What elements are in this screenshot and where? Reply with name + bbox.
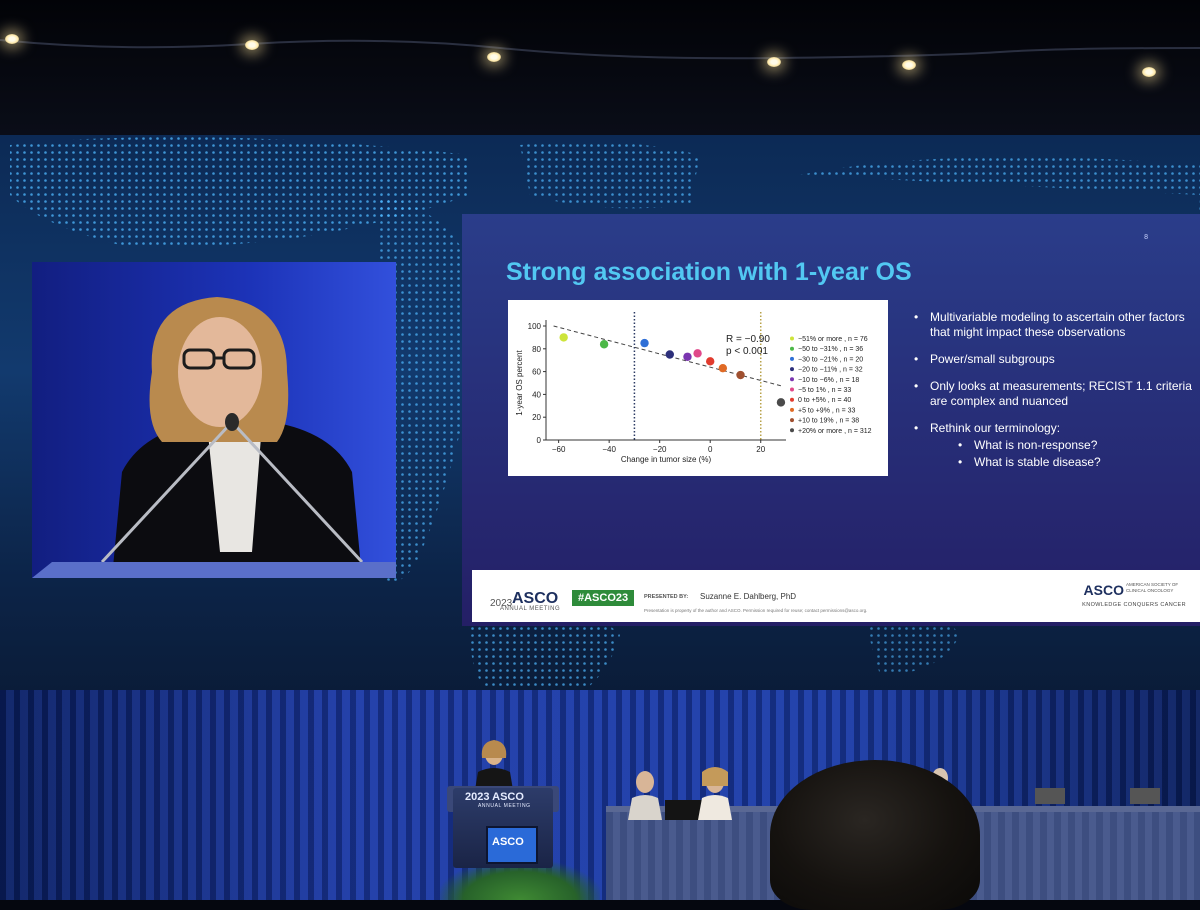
- data-point: [599, 340, 609, 349]
- legend-label: +10 to 19% , n = 38: [798, 418, 859, 425]
- y-tick-label: 20: [532, 413, 541, 422]
- legend-label: −5 to 1% , n = 33: [798, 387, 851, 394]
- x-tick-label: 20: [756, 445, 765, 454]
- bullet-text: Power/small subgroups: [930, 352, 1055, 366]
- data-point: [736, 370, 745, 380]
- trend-line: [553, 325, 784, 387]
- data-point: [640, 338, 649, 348]
- footer-year: 2023: [490, 598, 513, 609]
- ceiling-light: [1142, 67, 1156, 77]
- footer-tagline: KNOWLEDGE CONQUERS CANCER: [1082, 602, 1186, 608]
- footer-presenter: Suzanne E. Dahlberg, PhD: [700, 592, 797, 601]
- ceiling-light: [5, 34, 19, 44]
- bullet-list: Multivariable modeling to ascertain othe…: [914, 310, 1200, 482]
- podium-meeting: ANNUAL MEETING: [478, 803, 531, 809]
- legend-marker: [790, 397, 794, 402]
- y-tick-label: 60: [532, 368, 541, 377]
- bullet-item: Only looks at measurements; RECIST 1.1 c…: [914, 379, 1200, 409]
- presentation-slide: 8 Strong association with 1-year OS 0 20 4…: [462, 214, 1200, 626]
- ceiling-light: [902, 60, 916, 70]
- bullet-item: Power/small subgroups: [914, 352, 1200, 367]
- footer-society-name: AMERICAN SOCIETY OF CLINICAL ONCOLOGY: [1126, 582, 1179, 593]
- x-tick-label: −60: [552, 445, 566, 454]
- x-tick-label: 0: [708, 445, 713, 454]
- scatter-plot: 0 20 40 60 80 100 −60 −40 −20 0 20 Change in tumor …: [515, 312, 872, 464]
- podium-screen: [486, 826, 538, 864]
- ceiling-light: [487, 52, 501, 62]
- legend-marker: [790, 367, 794, 372]
- footer-society-logo: ASCO: [1083, 582, 1124, 598]
- bullet-text: Only looks at measurements; RECIST 1.1 c…: [930, 379, 1192, 408]
- scatter-chart: 0 20 40 60 80 100 −60 −40 −20 0 20 Change in tumor …: [508, 300, 888, 476]
- legend-label: +5 to +9% , n = 33: [798, 407, 856, 414]
- ceiling: [0, 0, 1200, 135]
- y-tick-label: 80: [532, 345, 541, 354]
- p-value-label: p < 0.001: [726, 346, 768, 357]
- audience-member-head: [770, 760, 980, 910]
- ceiling-light: [767, 57, 781, 67]
- data-point: [706, 357, 715, 366]
- speaker-figure: [32, 262, 396, 578]
- legend-marker: [790, 336, 794, 341]
- legend-label: −51% or more , n = 76: [798, 336, 868, 343]
- projection-screen: 8 Strong association with 1-year OS 0 20 4…: [0, 135, 1200, 725]
- bullet-text: Rethink our terminology:: [930, 421, 1061, 435]
- ceiling-light: [245, 40, 259, 50]
- slide-number: 8: [1144, 234, 1148, 241]
- slide-title: Strong association with 1-year OS: [506, 258, 912, 286]
- bullet-item: Multivariable modeling to ascertain othe…: [914, 310, 1200, 340]
- legend-label: −50 to −31% , n = 36: [798, 346, 863, 353]
- legend-label: −30 to −21% , n = 20: [798, 356, 863, 363]
- y-tick-label: 0: [537, 436, 542, 445]
- legend-marker: [790, 428, 794, 433]
- footer-asco-logo: ASCO: [512, 590, 559, 607]
- legend-marker: [790, 356, 794, 361]
- legend-label: −20 to −11% , n = 32: [798, 367, 863, 374]
- x-tick-label: −20: [653, 445, 667, 454]
- data-point: [693, 349, 702, 358]
- footer-disclaimer: Presentation is property of the author a…: [644, 608, 868, 613]
- speaker-video-feed: [32, 262, 396, 578]
- legend-marker: [790, 387, 794, 392]
- bullet-item: Rethink our terminology: What is non-resp…: [914, 421, 1200, 470]
- sub-bullet-item: What is stable disease?: [930, 455, 1200, 470]
- y-axis-label: 1-year OS percent: [515, 350, 524, 416]
- footer-presented-label: PRESENTED BY:: [644, 594, 689, 600]
- data-point: [683, 352, 692, 361]
- legend-marker: [790, 407, 794, 412]
- x-tick-label: −40: [602, 445, 616, 454]
- bullet-text: Multivariable modeling to ascertain othe…: [930, 310, 1185, 339]
- podium-screen-logo: ASCO: [492, 836, 524, 848]
- x-axis-label: Change in tumor size (%): [621, 455, 712, 464]
- sub-bullet-item: What is non-response?: [930, 438, 1200, 453]
- footer-meeting: ANNUAL MEETING: [500, 606, 561, 612]
- slide-footer: 2023 ASCO ANNUAL MEETING #ASCO23 PRESENT…: [472, 570, 1200, 622]
- legend-marker: [790, 346, 794, 351]
- string-lights: [0, 39, 1200, 60]
- podium-logo: 2023 ASCO: [465, 791, 524, 803]
- footer-hashtag: #ASCO23: [572, 590, 635, 606]
- data-point: [559, 333, 568, 342]
- data-point: [776, 398, 786, 407]
- legend-label: 0 to +5% , n = 40: [798, 397, 851, 404]
- legend-label: +20% or more , n = 312: [798, 428, 872, 435]
- legend-marker: [790, 377, 794, 382]
- data-point: [665, 350, 674, 359]
- data-point: [718, 363, 728, 373]
- y-tick-label: 40: [532, 390, 541, 399]
- correlation-label: R = −0.90: [726, 334, 770, 345]
- legend-label: −10 to −6% , n = 18: [798, 377, 859, 384]
- y-tick-label: 100: [528, 322, 542, 331]
- legend-marker: [790, 418, 794, 423]
